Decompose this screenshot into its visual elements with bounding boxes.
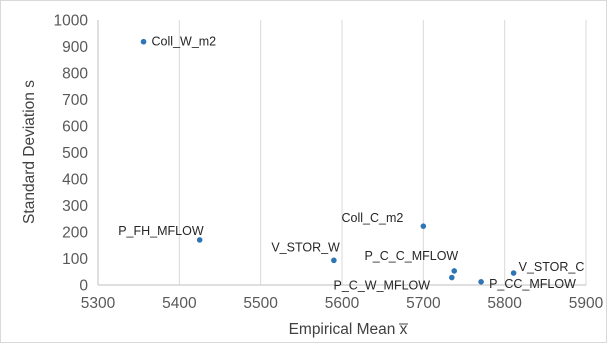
x-tick-label: 5700 [406,295,441,312]
point-label: V_STOR_C [519,260,585,274]
y-tick-label: 100 [62,251,88,268]
point-label: P_C_C_MFLOW [364,249,458,263]
x-axis-ticks: 5300 5400 5500 5600 5700 5800 5900 [81,295,604,312]
point-label: P_C_W_MFLOW [334,279,431,293]
grid-lines [178,20,587,285]
point-label: Coll_C_m2 [341,211,403,225]
y-tick-label: 1000 [54,13,89,30]
data-point [451,268,458,274]
y-tick-label: 0 [79,278,88,295]
y-tick-label: 500 [62,145,88,162]
x-tick-label: 5900 [569,295,604,312]
data-point [449,274,455,281]
y-tick-label: 800 [62,66,88,83]
data-point [420,223,427,229]
point-labels: Coll_W_m2 P_FH_MFLOW V_STOR_W Coll_C_m2 P_C_… [118,35,584,293]
x-tick-label: 5800 [487,295,522,312]
x-tick-label: 5500 [243,295,278,312]
x-tick-label: 5600 [325,295,360,312]
point-label: P_FH_MFLOW [118,224,204,238]
axes [97,20,586,286]
data-point [478,279,484,285]
y-tick-label: 900 [62,39,88,56]
data-point [196,237,203,243]
data-point [140,38,147,45]
data-point [510,270,517,276]
data-points [140,38,517,285]
data-point [331,257,337,264]
y-tick-label: 400 [62,172,88,189]
point-label: Coll_W_m2 [152,35,217,49]
x-axis-title: Empirical Mean x̅ [289,321,409,338]
x-tick-label: 5400 [162,295,197,312]
y-axis-ticks: 0 100 200 300 400 500 600 700 800 900 1000 [54,13,89,295]
y-tick-label: 700 [62,92,88,109]
y-axis-title: Standard Deviation s [21,80,38,224]
point-label: P_CC_MFLOW [489,277,576,291]
x-tick-label: 5300 [81,295,116,312]
y-tick-label: 300 [62,198,88,215]
y-tick-label: 200 [62,225,88,242]
y-tick-label: 600 [62,119,88,136]
point-label: V_STOR_W [271,240,340,254]
